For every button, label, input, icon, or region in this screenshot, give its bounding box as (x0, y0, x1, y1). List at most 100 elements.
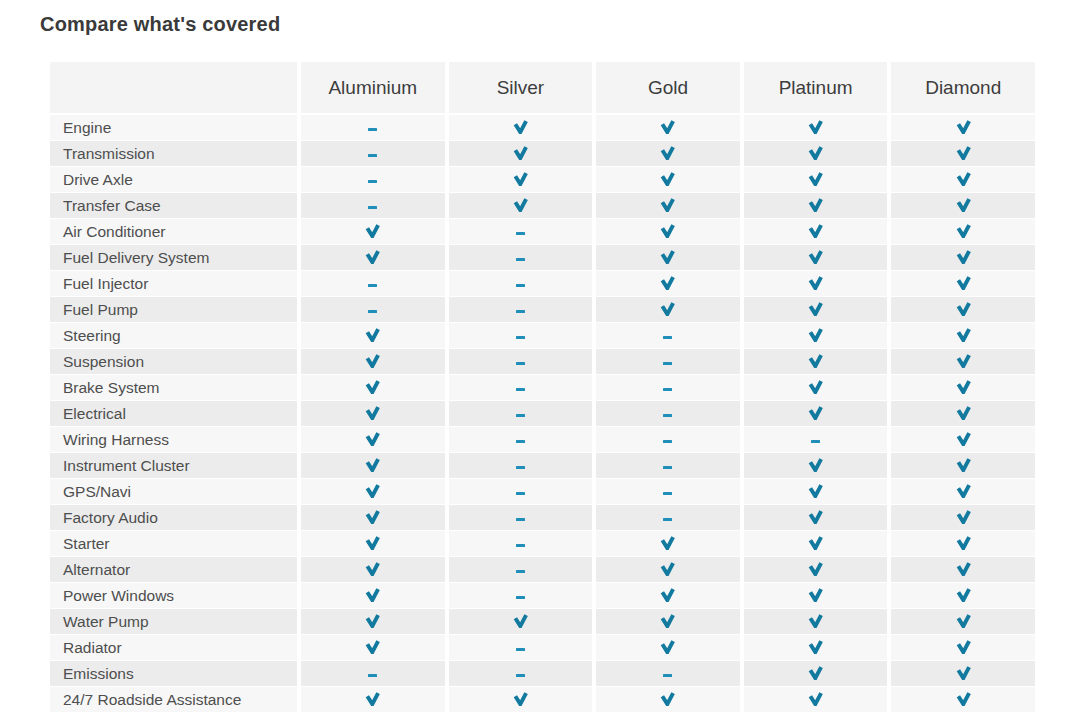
coverage-cell-platinum (744, 479, 888, 504)
check-icon (808, 510, 823, 524)
coverage-cell-platinum (744, 167, 888, 192)
dash-icon (368, 674, 377, 677)
coverage-cell-aluminium (301, 583, 445, 608)
coverage-cell-silver (449, 453, 593, 478)
coverage-cell-gold (596, 323, 740, 348)
check-icon (808, 614, 823, 628)
dash-icon (516, 232, 525, 235)
dash-icon (516, 388, 525, 391)
dash-icon (516, 518, 525, 521)
table-body: EngineTransmissionDrive AxleTransfer Cas… (50, 115, 1035, 712)
check-icon (513, 614, 528, 628)
coverage-cell-diamond (891, 635, 1035, 660)
check-icon (956, 380, 971, 394)
coverage-cell-aluminium (301, 115, 445, 140)
table-row-air-conditioner: Air Conditioner (50, 219, 1035, 244)
coverage-cell-gold (596, 297, 740, 322)
coverage-cell-platinum (744, 141, 888, 166)
check-icon (513, 198, 528, 212)
coverage-cell-diamond (891, 687, 1035, 712)
coverage-cell-silver (449, 323, 593, 348)
check-icon (956, 588, 971, 602)
coverage-cell-platinum (744, 271, 888, 296)
row-label: Steering (50, 323, 297, 348)
coverage-cell-platinum (744, 505, 888, 530)
check-icon (660, 588, 675, 602)
coverage-cell-diamond (891, 167, 1035, 192)
coverage-cell-platinum (744, 687, 888, 712)
dash-icon (368, 128, 377, 131)
check-icon (808, 536, 823, 550)
coverage-cell-platinum (744, 349, 888, 374)
coverage-comparison-table: AluminiumSilverGoldPlatinumDiamond Engin… (50, 62, 1035, 713)
coverage-cell-silver (449, 661, 593, 686)
coverage-cell-diamond (891, 401, 1035, 426)
check-icon (956, 692, 971, 706)
coverage-cell-gold (596, 687, 740, 712)
row-label: Starter (50, 531, 297, 556)
dash-icon (516, 310, 525, 313)
dash-icon (663, 492, 672, 495)
check-icon (956, 224, 971, 238)
dash-icon (663, 674, 672, 677)
check-icon (808, 380, 823, 394)
coverage-cell-diamond (891, 245, 1035, 270)
table-row-gps-navi: GPS/Navi (50, 479, 1035, 504)
check-icon (660, 640, 675, 654)
check-icon (365, 354, 380, 368)
table-row-water-pump: Water Pump (50, 609, 1035, 634)
table-row-emissions: Emissions (50, 661, 1035, 686)
row-label: Alternator (50, 557, 297, 582)
check-icon (365, 536, 380, 550)
dash-icon (811, 440, 820, 443)
table-row-fuel-pump: Fuel Pump (50, 297, 1035, 322)
coverage-cell-diamond (891, 427, 1035, 452)
coverage-cell-platinum (744, 219, 888, 244)
coverage-cell-silver (449, 219, 593, 244)
coverage-cell-aluminium (301, 609, 445, 634)
coverage-cell-gold (596, 505, 740, 530)
check-icon (956, 536, 971, 550)
coverage-cell-aluminium (301, 453, 445, 478)
dash-icon (663, 414, 672, 417)
row-label: Electrical (50, 401, 297, 426)
check-icon (956, 614, 971, 628)
coverage-cell-aluminium (301, 245, 445, 270)
check-icon (956, 302, 971, 316)
coverage-cell-diamond (891, 375, 1035, 400)
coverage-cell-silver (449, 557, 593, 582)
row-label: GPS/Navi (50, 479, 297, 504)
coverage-cell-gold (596, 661, 740, 686)
plan-header-platinum: Platinum (744, 62, 888, 113)
coverage-cell-silver (449, 271, 593, 296)
coverage-cell-silver (449, 583, 593, 608)
dash-icon (368, 310, 377, 313)
check-icon (808, 172, 823, 186)
dash-icon (516, 596, 525, 599)
coverage-cell-diamond (891, 219, 1035, 244)
check-icon (365, 458, 380, 472)
coverage-cell-gold (596, 609, 740, 634)
coverage-cell-platinum (744, 193, 888, 218)
coverage-cell-diamond (891, 271, 1035, 296)
coverage-cell-gold (596, 349, 740, 374)
check-icon (808, 562, 823, 576)
check-icon (956, 484, 971, 498)
check-icon (660, 614, 675, 628)
coverage-cell-gold (596, 479, 740, 504)
coverage-cell-aluminium (301, 635, 445, 660)
coverage-cell-platinum (744, 609, 888, 634)
coverage-cell-gold (596, 167, 740, 192)
check-icon (956, 354, 971, 368)
row-label: Fuel Delivery System (50, 245, 297, 270)
coverage-cell-platinum (744, 297, 888, 322)
check-icon (956, 640, 971, 654)
coverage-cell-gold (596, 635, 740, 660)
check-icon (365, 640, 380, 654)
check-icon (365, 224, 380, 238)
check-icon (956, 406, 971, 420)
check-icon (808, 406, 823, 420)
check-icon (808, 328, 823, 342)
dash-icon (368, 154, 377, 157)
coverage-cell-gold (596, 453, 740, 478)
